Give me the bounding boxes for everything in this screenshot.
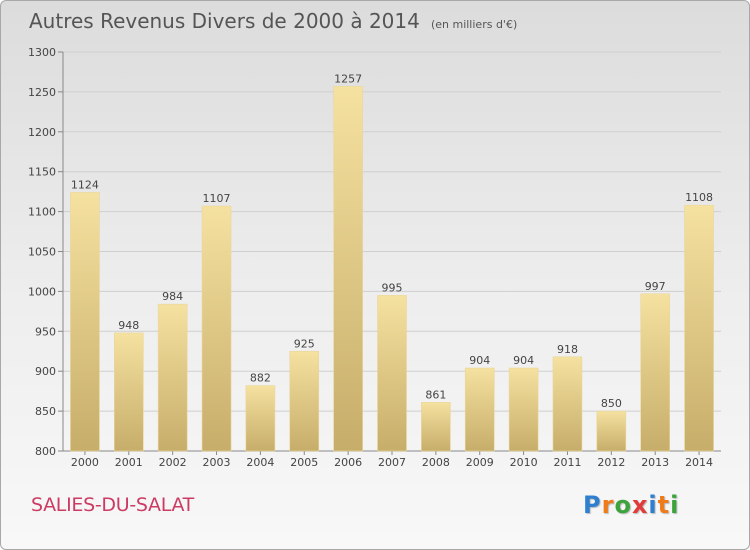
y-tick-label: 950 bbox=[35, 325, 56, 338]
bars bbox=[70, 86, 714, 452]
x-tick-label-2007: 2007 bbox=[378, 456, 406, 469]
x-tick-label-2001: 2001 bbox=[115, 456, 143, 469]
y-tick-label: 1200 bbox=[28, 126, 56, 139]
logo-letter: P bbox=[583, 491, 602, 519]
data-label-2010: 904 bbox=[513, 354, 534, 367]
x-tick-label-2000: 2000 bbox=[71, 456, 99, 469]
x-tick-label-2003: 2003 bbox=[203, 456, 231, 469]
x-tick-label-2012: 2012 bbox=[597, 456, 625, 469]
bar-2014 bbox=[684, 204, 714, 452]
chart-title: Autres Revenus Divers de 2000 à 2014 (en… bbox=[29, 9, 517, 33]
bar-2002 bbox=[157, 303, 188, 452]
chart-title-unit: (en milliers d'€) bbox=[430, 18, 518, 31]
bar-2010 bbox=[508, 367, 539, 452]
bar-2004 bbox=[245, 385, 276, 452]
data-label-2009: 904 bbox=[469, 354, 490, 367]
logo-letter: r bbox=[601, 491, 615, 519]
data-label-2000: 1124 bbox=[71, 178, 99, 191]
bar-2011 bbox=[552, 356, 583, 452]
data-label-2014: 1108 bbox=[685, 191, 713, 204]
y-tick-label: 800 bbox=[35, 445, 56, 458]
y-tick-label: 1250 bbox=[28, 86, 56, 99]
town-name: SALIES-DU-SALAT bbox=[31, 494, 194, 516]
logo-letter: t bbox=[657, 491, 671, 519]
y-tick-label: 1050 bbox=[28, 246, 56, 259]
bar-2001 bbox=[114, 332, 144, 452]
logo-letter: i bbox=[670, 491, 680, 519]
x-tick-label-2014: 2014 bbox=[685, 456, 713, 469]
data-label-2001: 948 bbox=[118, 319, 139, 332]
x-tick-label-2013: 2013 bbox=[641, 456, 669, 469]
logo-letter: o bbox=[614, 491, 632, 519]
y-tick-label: 1300 bbox=[28, 46, 56, 59]
y-tick-label: 900 bbox=[35, 365, 56, 378]
data-label-2004: 882 bbox=[250, 372, 271, 385]
bar-2008 bbox=[421, 402, 451, 452]
data-label-2013: 997 bbox=[645, 280, 666, 293]
logo-letter: x bbox=[631, 491, 649, 519]
x-tick-label-2010: 2010 bbox=[510, 456, 538, 469]
y-tick-label: 850 bbox=[35, 405, 56, 418]
y-tick-label: 1150 bbox=[28, 166, 56, 179]
x-tick-label-2011: 2011 bbox=[553, 456, 581, 469]
data-label-2012: 850 bbox=[601, 397, 622, 410]
bar-2006 bbox=[333, 86, 363, 452]
bar-2012 bbox=[596, 410, 627, 452]
logo-letter: i bbox=[648, 491, 658, 519]
data-label-2002: 984 bbox=[162, 290, 183, 303]
x-tick-label-2004: 2004 bbox=[246, 456, 274, 469]
data-label-2006: 1257 bbox=[334, 72, 362, 85]
data-label-2011: 918 bbox=[557, 343, 578, 356]
x-tick-label-2002: 2002 bbox=[159, 456, 187, 469]
y-tick-label: 1100 bbox=[28, 206, 56, 219]
data-label-2007: 995 bbox=[382, 281, 403, 294]
data-label-2008: 861 bbox=[425, 388, 446, 401]
proxiti-logo: Proxiti bbox=[583, 491, 679, 519]
x-tick-label-2008: 2008 bbox=[422, 456, 450, 469]
chart-title-main: Autres Revenus Divers de 2000 à 2014 bbox=[29, 9, 420, 33]
y-tick-label: 1000 bbox=[28, 285, 56, 298]
bar-2007 bbox=[377, 295, 407, 452]
bar-2013 bbox=[640, 293, 671, 452]
x-tick-label-2009: 2009 bbox=[466, 456, 494, 469]
bar-2005 bbox=[289, 350, 320, 452]
data-labels: 1124 948 984 1107 882 925 1257 995 861 904 904 918 8… bbox=[71, 72, 713, 410]
bar-2009 bbox=[464, 367, 495, 452]
x-tick-label-2005: 2005 bbox=[290, 456, 318, 469]
bar-2003 bbox=[201, 205, 232, 452]
data-label-2005: 925 bbox=[294, 337, 315, 350]
data-label-2003: 1107 bbox=[203, 192, 231, 205]
x-tick-label-2006: 2006 bbox=[334, 456, 362, 469]
bar-2000 bbox=[70, 192, 100, 452]
